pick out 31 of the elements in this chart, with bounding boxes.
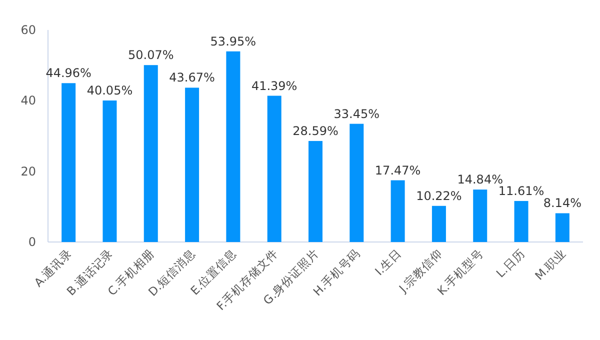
x-tick-label: M.职业 <box>532 246 569 283</box>
data-label: 41.39% <box>251 78 298 93</box>
bar <box>267 96 282 242</box>
data-label: 53.95% <box>210 34 256 48</box>
bar <box>308 140 322 242</box>
data-label: 43.67% <box>169 70 215 85</box>
x-tick-label: L.日历 <box>493 246 528 280</box>
data-label: 8.14% <box>543 196 582 210</box>
bar <box>62 83 76 242</box>
x-tick-label: I.生日 <box>372 246 404 278</box>
data-label: 10.22% <box>416 188 462 203</box>
bar <box>555 213 570 242</box>
y-tick-label: 40 <box>20 94 36 108</box>
bar <box>350 124 364 242</box>
data-label: 33.45% <box>334 106 380 121</box>
bar <box>432 206 446 242</box>
bar <box>144 65 158 242</box>
data-label: 50.07% <box>128 48 174 62</box>
y-tick-label: 0 <box>28 235 36 249</box>
data-label: 28.59% <box>292 124 338 138</box>
data-label: 17.47% <box>374 163 421 178</box>
y-tick-label: 60 <box>20 23 36 37</box>
bar <box>514 200 528 242</box>
bar <box>185 88 200 242</box>
bar <box>390 180 405 242</box>
data-label: 44.96% <box>46 66 92 80</box>
data-label: 40.05% <box>86 83 133 98</box>
bar <box>473 190 488 242</box>
bar <box>102 100 117 242</box>
y-tick-label: 20 <box>20 164 36 178</box>
bar <box>226 51 240 242</box>
